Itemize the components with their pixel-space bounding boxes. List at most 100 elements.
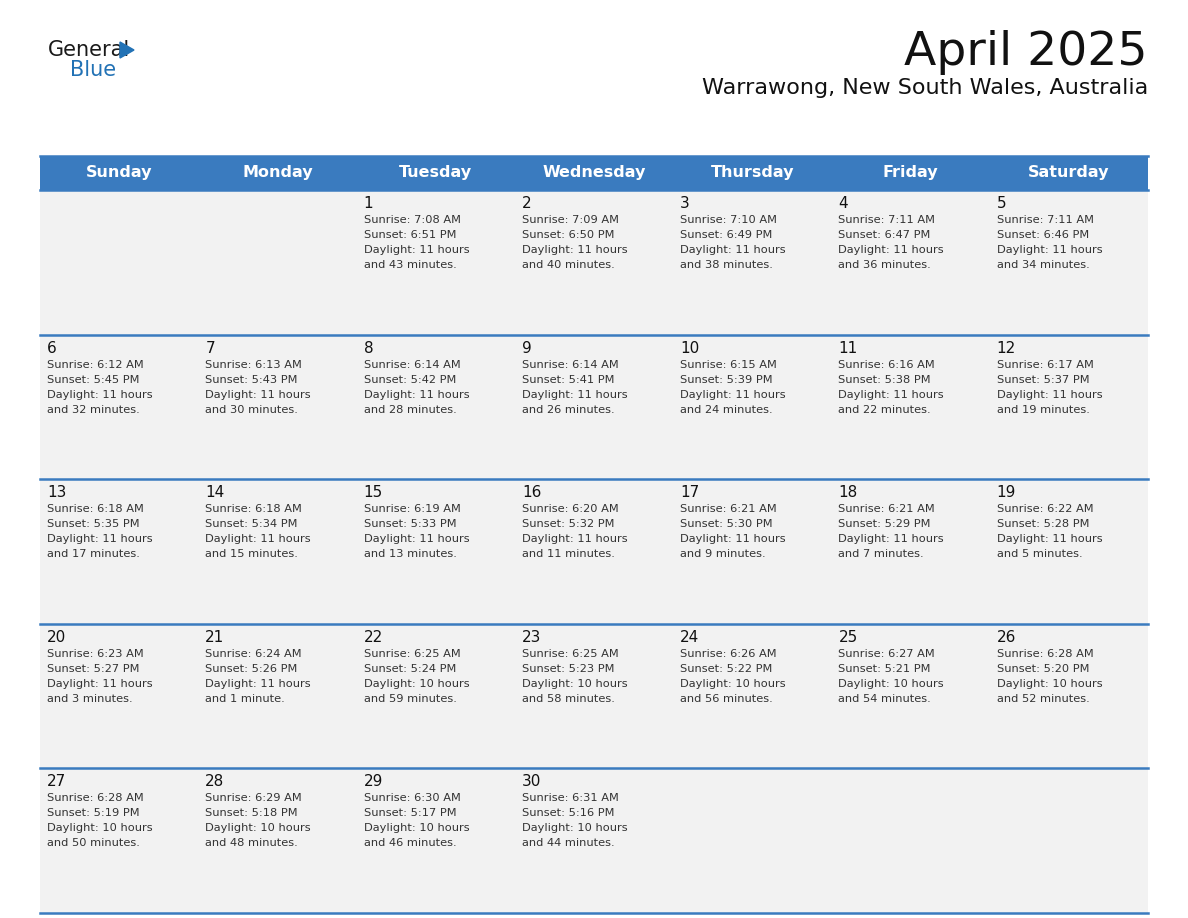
Text: Sunrise: 6:20 AM: Sunrise: 6:20 AM xyxy=(522,504,619,514)
Text: Daylight: 11 hours: Daylight: 11 hours xyxy=(681,534,785,544)
Text: Sunset: 5:16 PM: Sunset: 5:16 PM xyxy=(522,809,614,819)
Text: Sunrise: 7:08 AM: Sunrise: 7:08 AM xyxy=(364,215,461,225)
Text: Daylight: 10 hours: Daylight: 10 hours xyxy=(839,678,944,688)
Text: Sunset: 6:47 PM: Sunset: 6:47 PM xyxy=(839,230,931,240)
Text: 4: 4 xyxy=(839,196,848,211)
Text: and 52 minutes.: and 52 minutes. xyxy=(997,694,1089,704)
Text: 19: 19 xyxy=(997,486,1016,500)
Text: Sunday: Sunday xyxy=(86,165,152,181)
Text: 24: 24 xyxy=(681,630,700,644)
Text: Sunset: 5:37 PM: Sunset: 5:37 PM xyxy=(997,375,1089,385)
Text: Sunset: 5:29 PM: Sunset: 5:29 PM xyxy=(839,520,931,529)
Text: Sunset: 6:51 PM: Sunset: 6:51 PM xyxy=(364,230,456,240)
Text: and 58 minutes.: and 58 minutes. xyxy=(522,694,614,704)
Text: Sunrise: 6:23 AM: Sunrise: 6:23 AM xyxy=(48,649,144,659)
Text: 12: 12 xyxy=(997,341,1016,355)
Text: and 40 minutes.: and 40 minutes. xyxy=(522,260,614,270)
Text: Sunrise: 6:25 AM: Sunrise: 6:25 AM xyxy=(522,649,619,659)
Text: Sunset: 5:22 PM: Sunset: 5:22 PM xyxy=(681,664,772,674)
Text: 5: 5 xyxy=(997,196,1006,211)
Text: 10: 10 xyxy=(681,341,700,355)
Text: 21: 21 xyxy=(206,630,225,644)
Text: Saturday: Saturday xyxy=(1028,165,1110,181)
Text: and 38 minutes.: and 38 minutes. xyxy=(681,260,773,270)
Text: Sunset: 6:46 PM: Sunset: 6:46 PM xyxy=(997,230,1089,240)
Text: 14: 14 xyxy=(206,486,225,500)
Text: and 11 minutes.: and 11 minutes. xyxy=(522,549,614,559)
Text: Sunset: 5:38 PM: Sunset: 5:38 PM xyxy=(839,375,931,385)
Text: and 36 minutes.: and 36 minutes. xyxy=(839,260,931,270)
Text: 2: 2 xyxy=(522,196,531,211)
Text: Sunrise: 6:18 AM: Sunrise: 6:18 AM xyxy=(206,504,302,514)
Text: and 19 minutes.: and 19 minutes. xyxy=(997,405,1089,415)
Text: Sunrise: 6:26 AM: Sunrise: 6:26 AM xyxy=(681,649,777,659)
Text: Daylight: 11 hours: Daylight: 11 hours xyxy=(522,389,627,399)
Text: Sunrise: 6:28 AM: Sunrise: 6:28 AM xyxy=(997,649,1093,659)
Text: Sunset: 5:34 PM: Sunset: 5:34 PM xyxy=(206,520,298,529)
Text: 11: 11 xyxy=(839,341,858,355)
Text: and 32 minutes.: and 32 minutes. xyxy=(48,405,140,415)
Text: and 5 minutes.: and 5 minutes. xyxy=(997,549,1082,559)
Text: Sunset: 5:43 PM: Sunset: 5:43 PM xyxy=(206,375,298,385)
Text: Sunset: 5:21 PM: Sunset: 5:21 PM xyxy=(839,664,931,674)
Text: and 44 minutes.: and 44 minutes. xyxy=(522,838,614,848)
Text: 23: 23 xyxy=(522,630,542,644)
Text: Sunset: 5:28 PM: Sunset: 5:28 PM xyxy=(997,520,1089,529)
Text: and 48 minutes.: and 48 minutes. xyxy=(206,838,298,848)
Text: and 56 minutes.: and 56 minutes. xyxy=(681,694,773,704)
Text: Sunrise: 6:28 AM: Sunrise: 6:28 AM xyxy=(48,793,144,803)
Text: Wednesday: Wednesday xyxy=(542,165,646,181)
Text: Sunrise: 6:13 AM: Sunrise: 6:13 AM xyxy=(206,360,302,370)
Polygon shape xyxy=(120,42,134,58)
Text: 18: 18 xyxy=(839,486,858,500)
Text: Sunrise: 6:16 AM: Sunrise: 6:16 AM xyxy=(839,360,935,370)
Text: 1: 1 xyxy=(364,196,373,211)
Text: Monday: Monday xyxy=(242,165,312,181)
Text: 26: 26 xyxy=(997,630,1016,644)
Text: Sunset: 5:35 PM: Sunset: 5:35 PM xyxy=(48,520,140,529)
Text: Sunset: 5:24 PM: Sunset: 5:24 PM xyxy=(364,664,456,674)
Text: Daylight: 11 hours: Daylight: 11 hours xyxy=(364,389,469,399)
Text: Daylight: 11 hours: Daylight: 11 hours xyxy=(839,534,944,544)
Text: 28: 28 xyxy=(206,775,225,789)
Text: Sunrise: 6:12 AM: Sunrise: 6:12 AM xyxy=(48,360,144,370)
Text: Sunset: 5:32 PM: Sunset: 5:32 PM xyxy=(522,520,614,529)
Text: Daylight: 10 hours: Daylight: 10 hours xyxy=(364,823,469,834)
Text: Daylight: 11 hours: Daylight: 11 hours xyxy=(522,534,627,544)
Text: Sunrise: 7:09 AM: Sunrise: 7:09 AM xyxy=(522,215,619,225)
Text: Daylight: 10 hours: Daylight: 10 hours xyxy=(681,678,785,688)
Text: Sunset: 5:19 PM: Sunset: 5:19 PM xyxy=(48,809,140,819)
Text: Sunrise: 7:10 AM: Sunrise: 7:10 AM xyxy=(681,215,777,225)
Text: Daylight: 10 hours: Daylight: 10 hours xyxy=(522,678,627,688)
Text: and 54 minutes.: and 54 minutes. xyxy=(839,694,931,704)
Text: Daylight: 11 hours: Daylight: 11 hours xyxy=(206,389,311,399)
Text: Daylight: 10 hours: Daylight: 10 hours xyxy=(206,823,311,834)
Text: Sunrise: 6:30 AM: Sunrise: 6:30 AM xyxy=(364,793,461,803)
Text: Sunrise: 6:19 AM: Sunrise: 6:19 AM xyxy=(364,504,461,514)
Text: 22: 22 xyxy=(364,630,383,644)
Text: Daylight: 11 hours: Daylight: 11 hours xyxy=(681,389,785,399)
Text: Daylight: 10 hours: Daylight: 10 hours xyxy=(522,823,627,834)
Text: Sunset: 5:20 PM: Sunset: 5:20 PM xyxy=(997,664,1089,674)
Bar xyxy=(40,624,1148,768)
Text: Daylight: 11 hours: Daylight: 11 hours xyxy=(839,389,944,399)
Text: 6: 6 xyxy=(48,341,57,355)
Text: and 26 minutes.: and 26 minutes. xyxy=(522,405,614,415)
Text: Sunrise: 6:29 AM: Sunrise: 6:29 AM xyxy=(206,793,302,803)
Text: Thursday: Thursday xyxy=(710,165,794,181)
Bar xyxy=(40,156,1148,190)
Text: and 17 minutes.: and 17 minutes. xyxy=(48,549,140,559)
Text: and 34 minutes.: and 34 minutes. xyxy=(997,260,1089,270)
Text: 7: 7 xyxy=(206,341,215,355)
Text: and 46 minutes.: and 46 minutes. xyxy=(364,838,456,848)
Text: 9: 9 xyxy=(522,341,531,355)
Text: and 24 minutes.: and 24 minutes. xyxy=(681,405,772,415)
Text: Friday: Friday xyxy=(883,165,939,181)
Text: 16: 16 xyxy=(522,486,542,500)
Text: Sunset: 5:45 PM: Sunset: 5:45 PM xyxy=(48,375,139,385)
Text: and 13 minutes.: and 13 minutes. xyxy=(364,549,456,559)
Text: and 9 minutes.: and 9 minutes. xyxy=(681,549,766,559)
Text: Sunrise: 6:15 AM: Sunrise: 6:15 AM xyxy=(681,360,777,370)
Text: and 30 minutes.: and 30 minutes. xyxy=(206,405,298,415)
Text: Sunset: 6:50 PM: Sunset: 6:50 PM xyxy=(522,230,614,240)
